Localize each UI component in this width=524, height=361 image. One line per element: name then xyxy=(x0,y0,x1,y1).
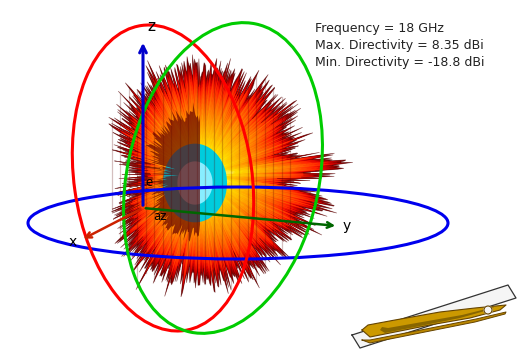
Polygon shape xyxy=(380,307,494,333)
Polygon shape xyxy=(167,132,255,219)
Polygon shape xyxy=(162,125,264,226)
Polygon shape xyxy=(114,62,343,290)
Polygon shape xyxy=(173,139,246,212)
Polygon shape xyxy=(178,161,213,205)
Polygon shape xyxy=(141,98,298,253)
Polygon shape xyxy=(163,144,227,222)
Polygon shape xyxy=(352,285,516,348)
Polygon shape xyxy=(112,58,348,293)
Polygon shape xyxy=(178,146,237,204)
Polygon shape xyxy=(123,73,330,278)
Polygon shape xyxy=(130,83,318,269)
Polygon shape xyxy=(126,78,324,274)
Text: Min. Directivity = -18.8 dBi: Min. Directivity = -18.8 dBi xyxy=(315,56,485,69)
Polygon shape xyxy=(117,66,339,286)
Text: x: x xyxy=(69,235,77,249)
Polygon shape xyxy=(109,55,353,297)
Polygon shape xyxy=(120,69,334,282)
Text: Frequency = 18 GHz: Frequency = 18 GHz xyxy=(315,22,444,35)
Text: y: y xyxy=(343,219,351,233)
Text: Max. Directivity = 8.35 dBi: Max. Directivity = 8.35 dBi xyxy=(315,39,484,52)
Text: az: az xyxy=(153,210,167,223)
Polygon shape xyxy=(362,312,506,343)
Text: z: z xyxy=(147,19,155,34)
Polygon shape xyxy=(137,92,305,259)
Polygon shape xyxy=(134,87,311,264)
Text: e: e xyxy=(145,176,152,189)
Polygon shape xyxy=(146,104,290,247)
Circle shape xyxy=(484,306,492,314)
Polygon shape xyxy=(143,102,200,242)
Polygon shape xyxy=(151,110,282,241)
Polygon shape xyxy=(362,305,506,337)
Polygon shape xyxy=(156,117,273,234)
